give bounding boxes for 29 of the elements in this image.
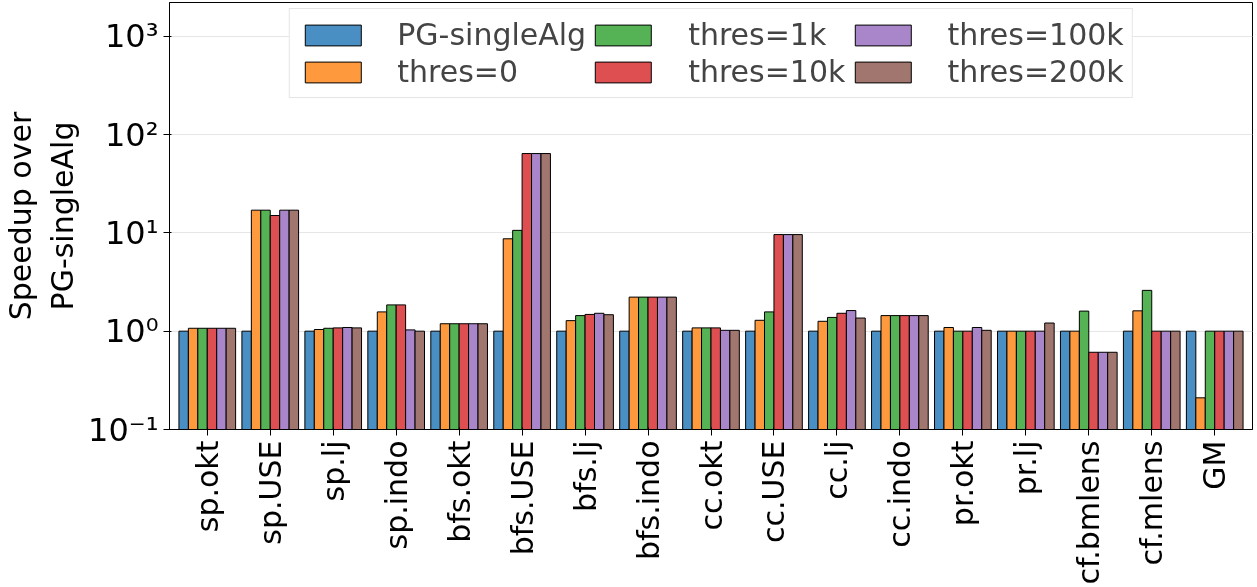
x-tick-label: sp.lj (315, 440, 351, 502)
y-tick-label: 10⁰ (104, 312, 159, 351)
legend-label: thres=10k (688, 54, 846, 89)
x-tick-label: sp.indo (378, 440, 414, 550)
x-tick-label: cf.bmlens (1071, 440, 1107, 585)
y-tick-label: 10¹ (104, 213, 159, 252)
x-tick-label: cc.indo (882, 440, 918, 548)
x-tick-label: pr.okt (945, 440, 981, 527)
legend-label: thres=0 (397, 54, 519, 89)
legend-label: thres=200k (947, 54, 1124, 89)
legend-label: thres=1k (688, 17, 827, 52)
x-tick-label: bfs.lj (567, 440, 603, 512)
x-tick-label: sp.okt (189, 440, 225, 533)
x-tick-label: bfs.indo (630, 440, 666, 561)
x-tick-label: sp.USE (252, 440, 288, 545)
x-tick-label: cc.USE (756, 440, 792, 543)
x-tick-label: cc.okt (693, 440, 729, 531)
y-tick-label: 10² (104, 115, 159, 154)
x-tick-label: bfs.okt (441, 440, 477, 543)
x-tick-label: GM (1197, 440, 1233, 490)
legend-label: PG-singleAlg (397, 17, 587, 52)
x-tick-label: cc.lj (819, 440, 855, 500)
y-tick-label: 10³ (104, 17, 159, 56)
x-tick-label: bfs.USE (504, 440, 540, 556)
x-tick-label: cf.mlens (1134, 440, 1170, 566)
legend-label: thres=100k (947, 17, 1124, 52)
y-tick-label: 10⁻¹ (88, 410, 159, 449)
y-axis-title: Speedup over PG-singleAlg (3, 111, 81, 321)
x-tick-label: pr.lj (1008, 440, 1044, 496)
